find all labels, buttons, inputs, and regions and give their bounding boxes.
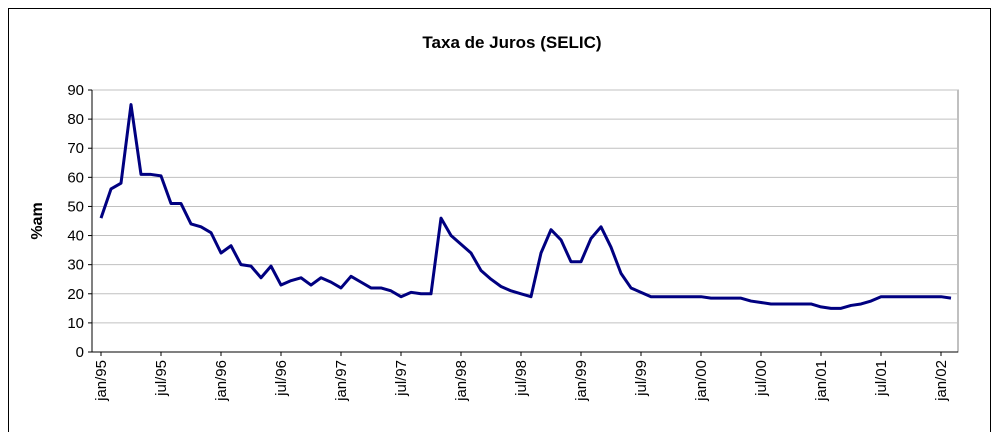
y-tick-label: 10 bbox=[67, 315, 84, 332]
line-series bbox=[99, 103, 952, 310]
y-tick-label: 30 bbox=[67, 257, 84, 274]
y-tick-label: 90 bbox=[67, 82, 84, 99]
chart-title: Taxa de Juros (SELIC) bbox=[422, 33, 601, 52]
plot-area bbox=[91, 89, 959, 353]
x-tick-label: jul/96 bbox=[273, 360, 290, 397]
x-tick-label: jan/99 bbox=[573, 360, 590, 402]
x-tick-label: jul/95 bbox=[153, 360, 170, 397]
x-tick-label: jan/01 bbox=[813, 360, 830, 402]
x-tick-label: jul/97 bbox=[393, 360, 410, 397]
x-tick-label: jul/98 bbox=[513, 360, 530, 397]
x-tick-label: jul/99 bbox=[633, 360, 650, 397]
y-axis-label: %am bbox=[29, 202, 46, 239]
y-tick-label: 40 bbox=[67, 228, 84, 245]
y-tick-label: 60 bbox=[67, 169, 84, 186]
y-tick-label: 50 bbox=[67, 198, 84, 215]
x-tick-label: jan/98 bbox=[453, 360, 470, 402]
x-tick-label: jan/02 bbox=[933, 360, 950, 402]
y-tick-label: 20 bbox=[67, 286, 84, 303]
y-tick-label: 70 bbox=[67, 140, 84, 157]
y-tick-label: 0 bbox=[76, 344, 84, 361]
x-tick-label: jan/97 bbox=[333, 360, 350, 402]
x-tick-label: jan/00 bbox=[693, 360, 710, 402]
y-tick-label: 80 bbox=[67, 111, 84, 128]
x-tick-label: jan/96 bbox=[213, 360, 230, 402]
x-tick-label: jul/00 bbox=[753, 360, 770, 397]
x-tick-label: jul/01 bbox=[873, 360, 890, 397]
x-tick-label: jan/95 bbox=[93, 360, 110, 402]
